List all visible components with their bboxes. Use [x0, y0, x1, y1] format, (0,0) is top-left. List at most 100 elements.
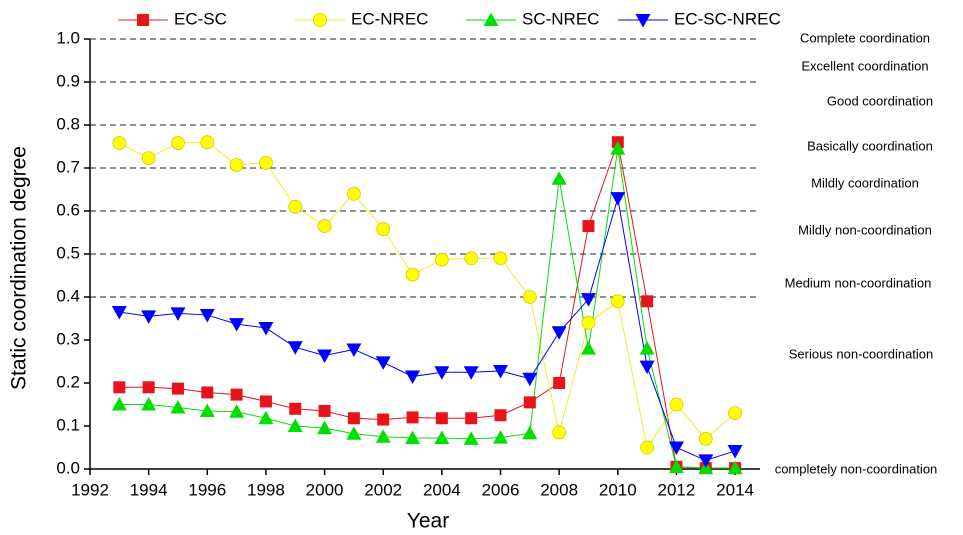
- marker: [229, 404, 245, 418]
- x-tick-label: 2006: [482, 480, 520, 499]
- x-tick-label: 2010: [599, 480, 637, 499]
- marker: [141, 397, 157, 411]
- marker: [406, 411, 419, 424]
- marker: [346, 426, 362, 440]
- annotation: Medium non-coordination: [785, 275, 932, 290]
- x-tick-label: 1992: [71, 480, 109, 499]
- marker: [463, 366, 479, 380]
- marker: [610, 141, 626, 155]
- marker: [553, 377, 566, 389]
- annotation: Mildly coordination: [811, 175, 919, 190]
- marker: [376, 222, 391, 236]
- marker: [201, 386, 214, 399]
- y-tick-label: 0.1: [56, 415, 80, 434]
- marker: [434, 366, 450, 380]
- marker: [141, 310, 157, 324]
- marker: [493, 430, 509, 444]
- x-tick-label: 1994: [130, 480, 168, 499]
- marker: [698, 431, 713, 446]
- legend-label: EC-SC: [174, 9, 227, 28]
- y-tick-label: 0.6: [56, 200, 80, 219]
- y-tick-label: 0.9: [56, 71, 80, 90]
- marker: [287, 418, 303, 432]
- annotation: completely non-coordination: [775, 461, 938, 476]
- y-tick-label: 0.7: [56, 157, 80, 176]
- annotation: Basically coordination: [807, 138, 933, 153]
- marker: [259, 155, 273, 170]
- marker: [375, 356, 391, 370]
- marker: [171, 382, 184, 395]
- marker: [639, 341, 655, 355]
- marker: [698, 454, 714, 468]
- x-tick-label: 2008: [540, 480, 578, 499]
- marker: [405, 370, 421, 385]
- marker: [463, 431, 479, 445]
- marker: [668, 441, 684, 455]
- x-tick-label: 2012: [658, 480, 696, 499]
- marker: [346, 343, 362, 357]
- marker: [640, 440, 655, 455]
- marker: [112, 136, 127, 150]
- marker: [230, 388, 243, 401]
- annotation: Excellent coordination: [801, 58, 928, 73]
- marker: [465, 412, 478, 425]
- x-tick-label: 2002: [364, 480, 402, 499]
- marker: [317, 420, 333, 435]
- y-tick-label: 0.4: [56, 286, 80, 305]
- marker: [229, 158, 244, 172]
- annotation: Serious non-coordination: [789, 346, 934, 361]
- x-axis-label: Year: [407, 510, 449, 533]
- marker: [313, 13, 327, 27]
- legend-label: EC-NREC: [351, 9, 428, 28]
- marker: [289, 402, 302, 415]
- marker: [581, 315, 596, 330]
- marker: [669, 397, 684, 412]
- marker: [580, 293, 596, 307]
- marker: [551, 326, 567, 340]
- marker: [229, 318, 245, 332]
- marker: [668, 459, 684, 473]
- legend-label: EC-SC-NREC: [674, 9, 781, 28]
- y-tick-label: 0.8: [56, 114, 80, 133]
- marker: [635, 14, 651, 28]
- marker: [377, 413, 390, 426]
- marker: [287, 341, 303, 355]
- marker: [405, 267, 420, 282]
- marker: [171, 136, 185, 150]
- series-line: [119, 148, 736, 469]
- y-tick-label: 0.3: [56, 329, 80, 348]
- marker: [727, 460, 743, 475]
- x-tick-label: 1998: [247, 480, 285, 499]
- marker: [728, 406, 742, 421]
- marker: [580, 341, 596, 355]
- x-tick-label: 2004: [423, 480, 461, 499]
- marker: [111, 397, 127, 411]
- marker: [464, 251, 479, 266]
- marker: [288, 199, 303, 214]
- marker: [111, 306, 127, 320]
- marker: [522, 290, 537, 304]
- y-axis-label: Static coordination degree: [8, 146, 31, 390]
- marker: [375, 429, 391, 443]
- marker: [113, 381, 126, 394]
- series-line: [119, 140, 736, 469]
- marker: [493, 251, 508, 266]
- x-tick-label: 2000: [306, 480, 344, 499]
- marker: [141, 151, 156, 166]
- series-line: [119, 141, 736, 449]
- marker: [493, 364, 509, 379]
- marker: [200, 135, 215, 150]
- marker: [199, 309, 215, 323]
- marker: [170, 307, 186, 321]
- marker: [405, 430, 421, 445]
- marker: [259, 395, 272, 408]
- marker: [552, 425, 567, 440]
- marker: [137, 14, 149, 26]
- marker: [346, 186, 361, 201]
- marker: [142, 381, 155, 394]
- marker: [258, 410, 274, 425]
- marker: [522, 372, 538, 387]
- marker: [523, 396, 536, 409]
- marker: [727, 444, 743, 459]
- marker: [522, 425, 538, 440]
